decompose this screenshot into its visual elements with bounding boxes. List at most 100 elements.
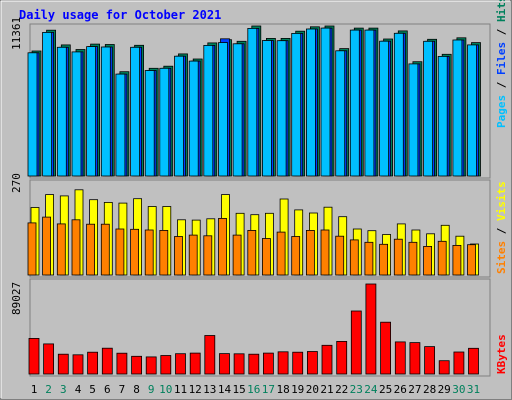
- kbytes-bar-27: [409, 342, 421, 375]
- kbytes-bar-24: [365, 283, 377, 375]
- pages-bar-30: [452, 39, 463, 177]
- kbytes-bar-22: [336, 340, 348, 375]
- sites-bar-5: [86, 223, 95, 276]
- x-tick-label-27: 27: [408, 383, 421, 396]
- x-tick-label-6: 6: [104, 383, 111, 396]
- pages-bar-17: [261, 40, 272, 177]
- sites-bar-27: [408, 241, 418, 276]
- legend-hits: Hits: [495, 0, 508, 22]
- x-tick-label-31: 31: [467, 383, 480, 396]
- x-tick-label-14: 14: [218, 383, 232, 396]
- kbytes-bar-31: [468, 347, 479, 375]
- pages-bar-23: [349, 29, 360, 177]
- kbytes-bar-16: [248, 353, 260, 375]
- x-tick-label-25: 25: [379, 383, 392, 396]
- kbytes-bar-25: [380, 321, 392, 375]
- pages-bar-24: [364, 29, 375, 177]
- sites-bar-13: [203, 235, 213, 276]
- panel-bottom-frame: [29, 278, 491, 377]
- panel-visits-sites: [29, 179, 491, 278]
- pages-bar-16: [247, 27, 258, 177]
- kbytes-bar-15: [233, 353, 245, 375]
- pages-bar-3: [56, 46, 67, 177]
- sites-bar-1: [27, 222, 37, 276]
- x-tick-label-3: 3: [60, 383, 67, 396]
- sites-bar-31: [467, 244, 476, 276]
- x-tick-label-13: 13: [203, 383, 216, 396]
- legend-top: Pages / Files / Hits: [495, 0, 508, 128]
- sites-bar-14: [218, 217, 227, 276]
- sites-bar-2: [42, 216, 51, 276]
- x-tick-label-5: 5: [89, 383, 96, 396]
- pages-bar-25: [379, 40, 390, 177]
- x-tick-label-21: 21: [320, 383, 333, 396]
- kbytes-bar-14: [219, 353, 230, 375]
- panel-kbytes: [29, 278, 491, 377]
- pages-bar-11: [174, 55, 184, 177]
- pages-bar-5: [86, 46, 96, 177]
- x-tick-label-16: 16: [247, 383, 260, 396]
- x-tick-label-24: 24: [364, 383, 378, 396]
- middle-ymax-label: 270: [10, 173, 23, 193]
- pages-bar-15: [232, 43, 243, 177]
- kbytes-bar-11: [175, 353, 186, 375]
- x-tick-label-2: 2: [45, 383, 52, 396]
- legend-sites: Sites: [495, 241, 508, 274]
- pages-bar-19: [291, 33, 302, 177]
- pages-bar-4: [71, 51, 82, 177]
- sites-bar-21: [320, 229, 330, 276]
- top-ymax-label: 11361: [10, 17, 23, 50]
- sites-bar-10: [159, 229, 169, 276]
- legend-sep-3: /: [495, 221, 508, 241]
- sites-bar-18: [276, 231, 286, 276]
- pages-bar-13: [203, 45, 214, 177]
- pages-bar-8: [130, 46, 141, 177]
- kbytes-bar-1: [28, 337, 40, 375]
- kbytes-bar-28: [424, 346, 436, 375]
- pages-bar-29: [437, 56, 448, 177]
- pages-bar-28: [423, 40, 434, 177]
- x-tick-label-26: 26: [394, 383, 407, 396]
- pages-bar-20: [305, 28, 316, 177]
- pages-bar-21: [320, 27, 331, 177]
- sites-bar-3: [56, 223, 66, 276]
- pages-bar-27: [408, 63, 419, 177]
- x-tick-label-10: 10: [159, 383, 172, 396]
- pages-bar-1: [27, 52, 38, 177]
- bottom-ymax-label: 89027: [10, 282, 23, 315]
- x-tick-label-17: 17: [262, 383, 275, 396]
- legend-kbytes: KBytes: [495, 334, 508, 374]
- panel-middle-frame: [29, 179, 491, 278]
- kbytes-bar-10: [160, 355, 172, 375]
- sites-bar-11: [174, 236, 183, 276]
- x-tick-label-4: 4: [75, 383, 82, 396]
- sites-bar-8: [130, 228, 140, 276]
- sites-bar-22: [335, 235, 345, 276]
- sites-bar-20: [305, 229, 315, 276]
- x-tick-label-15: 15: [232, 383, 245, 396]
- legend-pages: Pages: [495, 95, 508, 128]
- kbytes-bar-20: [306, 351, 318, 375]
- sites-bar-25: [379, 243, 389, 276]
- x-tick-label-22: 22: [335, 383, 348, 396]
- pages-bar-9: [144, 70, 155, 177]
- pages-bar-14: [218, 42, 228, 177]
- kbytes-bar-17: [262, 352, 274, 375]
- pages-bar-7: [115, 73, 126, 177]
- pages-bar-22: [335, 50, 346, 177]
- pages-bar-31: [467, 44, 477, 177]
- x-tick-label-28: 28: [423, 383, 436, 396]
- legend-middle: Sites / Visits: [495, 181, 508, 274]
- legend-files: Files: [495, 42, 508, 75]
- kbytes-bar-23: [350, 310, 362, 375]
- sites-bar-16: [247, 229, 257, 276]
- sites-bar-12: [188, 234, 198, 276]
- legend-visits: Visits: [495, 181, 508, 221]
- kbytes-bar-3: [57, 353, 69, 375]
- sites-bar-30: [452, 244, 462, 276]
- sites-bar-19: [291, 236, 301, 276]
- kbytes-bar-30: [453, 351, 465, 375]
- x-tick-label-9: 9: [148, 383, 155, 396]
- chart-marks: [27, 25, 481, 375]
